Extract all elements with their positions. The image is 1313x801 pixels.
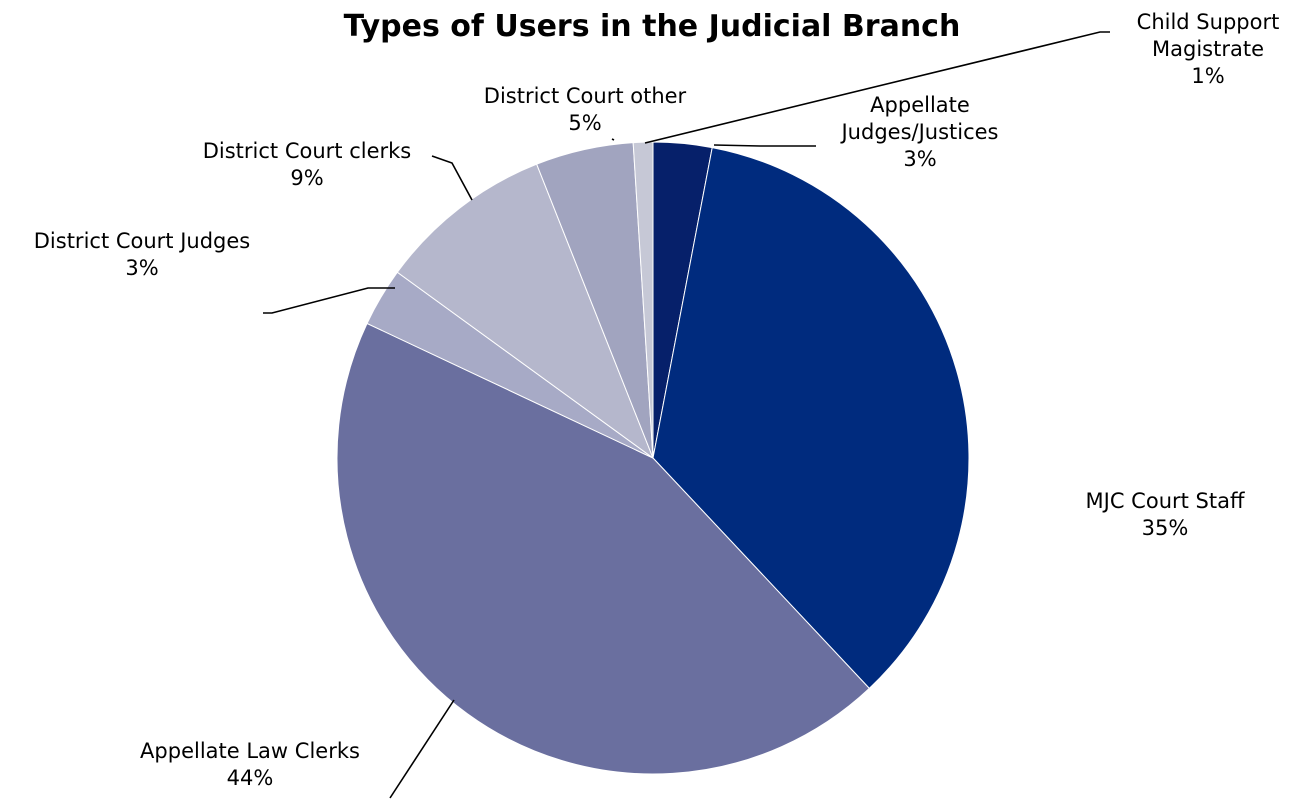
slice-percent-label: 9% [290,166,323,190]
chart-title: Types of Users in the Judicial Branch [344,9,961,44]
slice-category-label: District Court Judges [34,229,251,253]
slice-category-label: MJC Court Staff [1086,489,1245,513]
slice-percent-label: 35% [1142,516,1189,540]
leader-line [431,155,473,201]
slice-percent-label: 1% [1191,64,1224,88]
leader-line [644,31,1110,144]
slice-category-label: District Court clerks [203,139,412,163]
pie-slice-district-court-clerks [396,163,655,460]
slice-category-label: Child Support [1137,10,1280,34]
pie-slices [336,141,970,775]
slice-category-label: Appellate Law Clerks [140,739,360,763]
slice-percent-label: 5% [568,111,601,135]
slice-category-label: Judges/Justices [839,120,998,144]
pie-slice-child-support-magistrate [632,141,654,459]
leader-line [389,699,455,799]
pie-slice-appellate-law-clerks [336,322,871,775]
pie-slice-mjc-court-staff [652,147,970,690]
leader-line [611,138,615,141]
leader-line [263,287,395,314]
slice-percent-label: 3% [903,147,936,171]
slice-percent-label: 3% [125,256,158,280]
slice-category-label: District Court other [484,84,687,108]
slice-category-label: Magistrate [1152,37,1264,61]
slice-labels: Appellate Judges/Justices 3% MJC Court Staf… [34,10,1280,790]
leader-line [713,144,816,147]
slice-percent-label: 44% [227,766,274,790]
slice-category-label: Appellate [870,93,970,117]
leader-lines [263,31,1110,799]
